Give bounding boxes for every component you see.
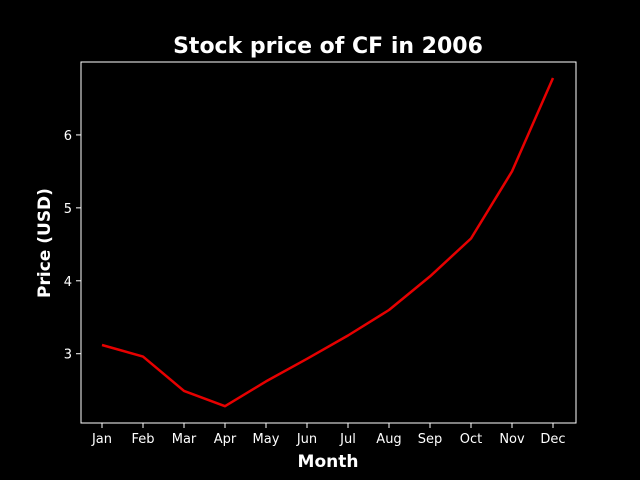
x-tick-label: Jan xyxy=(91,432,112,447)
x-tick-label: Mar xyxy=(172,432,197,447)
y-axis: 3 4 5 6 xyxy=(64,129,81,363)
x-tick-label: Feb xyxy=(131,432,154,447)
series-layer xyxy=(101,77,555,408)
y-tick-label: 5 xyxy=(64,202,72,217)
x-tick-label: Jun xyxy=(296,432,317,447)
x-tick-label: May xyxy=(253,432,280,447)
x-tick-label: Oct xyxy=(460,432,482,447)
y-tick-label: 3 xyxy=(64,348,72,363)
x-tick-label: Nov xyxy=(499,432,525,447)
series-line xyxy=(101,77,555,408)
x-tick-label: Sep xyxy=(418,432,443,447)
y-tick-label: 4 xyxy=(64,275,72,290)
x-tick-label: Aug xyxy=(376,432,401,447)
x-tick-label: Jul xyxy=(339,432,356,447)
x-axis: Jan Feb Mar Apr May Jun Jul Aug Sep Oct Nov Dec xyxy=(91,423,566,447)
y-axis-label: Price (USD) xyxy=(35,188,55,298)
x-tick-label: Apr xyxy=(214,432,237,447)
x-axis-label: Month xyxy=(298,452,359,472)
chart-title: Stock price of CF in 2006 xyxy=(173,34,483,59)
x-tick-label: Dec xyxy=(540,432,565,447)
y-tick-label: 6 xyxy=(64,129,72,144)
plot-area xyxy=(80,61,577,424)
